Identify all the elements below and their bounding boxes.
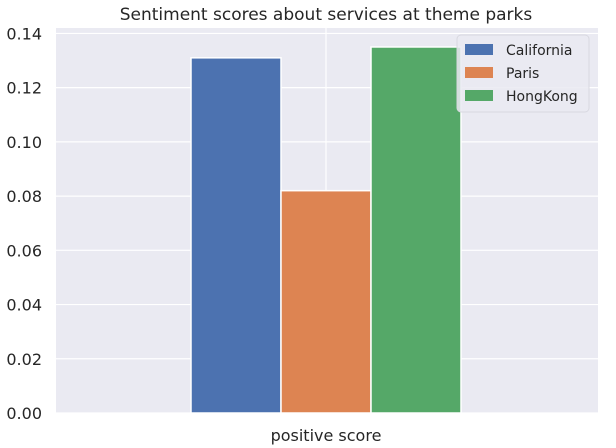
x-tick-label: positive score: [271, 426, 382, 445]
y-tick-label: 0.12: [6, 79, 42, 98]
y-tick-label: 0.08: [6, 187, 42, 206]
y-tick-label: 0.04: [6, 296, 42, 315]
bar-california: [190, 57, 282, 414]
legend-label: California: [506, 43, 572, 59]
legend-swatch: [465, 44, 493, 55]
y-tick-label: 0.02: [6, 350, 42, 369]
bars: [190, 46, 462, 414]
legend-swatch: [465, 90, 493, 101]
bar-paris: [280, 189, 372, 414]
y-axis-ticks: 0.00 0.02 0.04 0.06 0.08 0.10 0.12 0.14: [6, 24, 42, 423]
y-tick-label: 0.10: [6, 133, 42, 152]
legend-swatch: [465, 67, 493, 78]
x-axis-ticks: positive score: [271, 426, 382, 445]
legend-label: HongKong: [506, 89, 578, 105]
legend-label: Paris: [506, 66, 539, 82]
y-tick-label: 0.14: [6, 24, 42, 43]
legend: California Paris HongKong: [456, 34, 590, 113]
chart-title: Sentiment scores about services at theme…: [120, 5, 533, 25]
y-tick-label: 0.06: [6, 241, 42, 260]
bar-hongkong: [370, 46, 462, 414]
y-tick-label: 0.00: [6, 404, 42, 423]
